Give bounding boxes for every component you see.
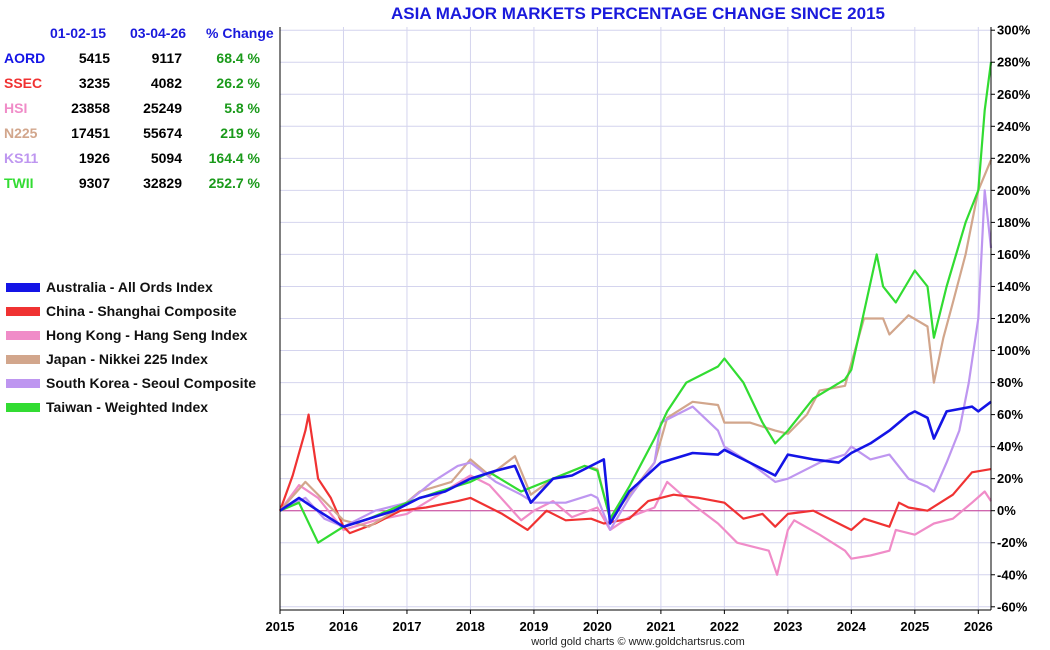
y-tick-label: 220% bbox=[997, 151, 1031, 166]
y-tick-label: 0% bbox=[997, 503, 1016, 518]
table-header-start-date: 01-02-15 bbox=[50, 25, 107, 41]
table-change-ssec: 26.2 % bbox=[216, 75, 260, 91]
chart-title: ASIA MAJOR MARKETS PERCENTAGE CHANGE SIN… bbox=[390, 4, 886, 23]
x-tick-label: 2024 bbox=[837, 619, 867, 634]
legend-item: Taiwan - Weighted Index bbox=[6, 397, 208, 417]
table-change-hsi: 5.8 % bbox=[224, 100, 260, 116]
table-end-twii: 32829 bbox=[143, 175, 182, 191]
series-line-1 bbox=[278, 413, 992, 535]
x-tick-label: 2023 bbox=[773, 619, 802, 634]
y-tick-label: 300% bbox=[997, 23, 1031, 38]
legend-swatch bbox=[6, 282, 40, 292]
legend-swatch bbox=[6, 354, 40, 364]
x-tick-label: 2026 bbox=[964, 619, 993, 634]
legend-label: South Korea - Seoul Composite bbox=[46, 375, 257, 391]
y-tick-label: 260% bbox=[997, 87, 1031, 102]
x-tick-label: 2017 bbox=[393, 619, 422, 634]
table-code-ssec: SSEC bbox=[4, 75, 43, 91]
legend-swatch bbox=[6, 402, 40, 412]
legend-label: Taiwan - Weighted Index bbox=[46, 399, 209, 415]
y-tick-label: -40% bbox=[997, 567, 1028, 582]
table-start-n225: 17451 bbox=[71, 125, 110, 141]
legend-label: Japan - Nikkei 225 Index bbox=[46, 351, 208, 367]
table-change-n225: 219 % bbox=[220, 125, 260, 141]
y-tick-label: 280% bbox=[997, 55, 1031, 70]
y-tick-label: 240% bbox=[997, 119, 1031, 134]
y-tick-label: 120% bbox=[997, 311, 1031, 326]
y-tick-label: 160% bbox=[997, 247, 1031, 262]
y-tick-label: 180% bbox=[997, 215, 1031, 230]
series-line-3 bbox=[279, 189, 993, 532]
x-tick-label: 2016 bbox=[329, 619, 358, 634]
legend-label: China - Shanghai Composite bbox=[46, 303, 237, 319]
series-line-2 bbox=[279, 159, 993, 528]
table-code-hsi: HSI bbox=[4, 100, 28, 116]
x-tick-label: 2020 bbox=[583, 619, 612, 634]
y-tick-label: 200% bbox=[997, 183, 1031, 198]
legend-item: China - Shanghai Composite bbox=[6, 301, 237, 321]
y-tick-label: 140% bbox=[997, 279, 1031, 294]
table-end-ssec: 4082 bbox=[150, 75, 182, 91]
table-change-ks11: 164.4 % bbox=[208, 150, 260, 166]
table-header-change: % Change bbox=[206, 25, 274, 41]
table-change-twii: 252.7 % bbox=[208, 175, 260, 191]
y-tick-label: 60% bbox=[997, 407, 1023, 422]
table-code-n225: N225 bbox=[4, 125, 38, 141]
y-tick-label: -60% bbox=[997, 599, 1028, 614]
x-tick-label: 2022 bbox=[710, 619, 739, 634]
table-start-aord: 5415 bbox=[78, 50, 110, 66]
x-tick-label: 2015 bbox=[266, 619, 295, 634]
table-code-aord: AORD bbox=[4, 50, 46, 66]
y-tick-label: 20% bbox=[997, 471, 1023, 486]
table-change-aord: 68.4 % bbox=[216, 50, 260, 66]
table-start-ks11: 1926 bbox=[78, 150, 110, 166]
x-tick-label: 2025 bbox=[900, 619, 929, 634]
legend-item: Japan - Nikkei 225 Index bbox=[6, 349, 208, 369]
table-end-n225: 55674 bbox=[143, 125, 182, 141]
y-tick-label: 100% bbox=[997, 343, 1031, 358]
y-tick-label: -20% bbox=[997, 535, 1028, 550]
y-tick-label: 40% bbox=[997, 439, 1023, 454]
x-tick-label: 2019 bbox=[519, 619, 548, 634]
x-tick-label: 2018 bbox=[456, 619, 485, 634]
table-start-ssec: 3235 bbox=[78, 75, 110, 91]
legend-item: Hong Kong - Hang Seng Index bbox=[6, 325, 247, 345]
table-end-hsi: 25249 bbox=[143, 100, 182, 116]
table-start-twii: 9307 bbox=[78, 175, 110, 191]
y-tick-label: 80% bbox=[997, 375, 1023, 390]
legend-item: South Korea - Seoul Composite bbox=[6, 373, 256, 393]
series-line-4 bbox=[279, 62, 993, 544]
table-code-twii: TWII bbox=[4, 175, 34, 191]
legend-swatch bbox=[6, 378, 40, 388]
legend-swatch bbox=[6, 330, 40, 340]
table-end-ks11: 5094 bbox=[150, 150, 182, 166]
legend-item: Australia - All Ords Index bbox=[6, 277, 213, 297]
legend-swatch bbox=[6, 306, 40, 316]
table-end-aord: 9117 bbox=[151, 50, 182, 66]
table-start-hsi: 23858 bbox=[71, 100, 110, 116]
table-header-end-date: 03-04-26 bbox=[130, 25, 187, 41]
series-line-5 bbox=[279, 400, 992, 529]
legend-label: Hong Kong - Hang Seng Index bbox=[46, 327, 248, 343]
table-code-ks11: KS11 bbox=[4, 150, 39, 166]
x-tick-label: 2021 bbox=[646, 619, 675, 634]
chart-credit: world gold charts © www.goldchartsrus.co… bbox=[531, 636, 745, 648]
legend-label: Australia - All Ords Index bbox=[46, 279, 213, 295]
